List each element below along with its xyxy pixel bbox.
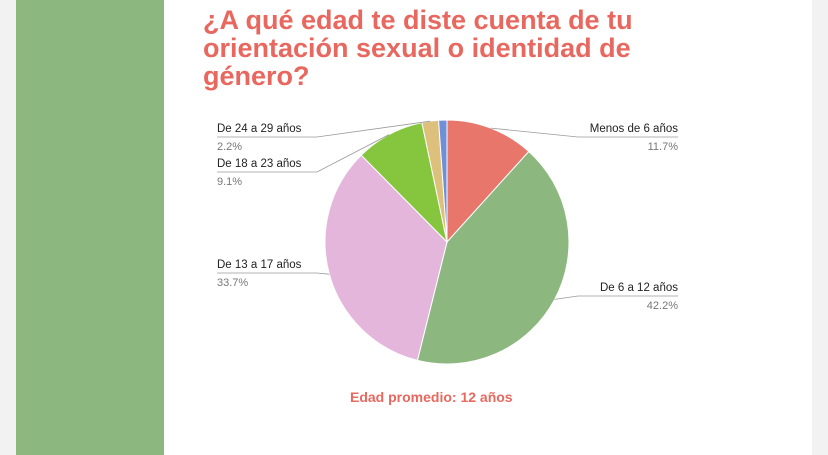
- green-side-band: [16, 0, 164, 455]
- pie-slice: [324, 154, 448, 361]
- slice-label: De 24 a 29 años: [217, 123, 302, 135]
- slice-percent: 2.2%: [217, 141, 242, 153]
- callout-line: [554, 295, 678, 300]
- slide-title: ¿A qué edad te diste cuenta de tu orient…: [203, 5, 633, 91]
- average-age-note: Edad promedio: 12 años: [350, 389, 513, 405]
- slice-percent: 42.2%: [647, 300, 678, 312]
- callout-line: [217, 272, 330, 275]
- callout-line: [217, 120, 431, 138]
- slice-percent: 9.1%: [217, 176, 242, 188]
- callout-line: [217, 134, 390, 173]
- pie-callouts: Menos de 6 años 11.7% De 6 a 12 años 42.2% D…: [217, 120, 679, 312]
- slice-percent: 33.7%: [217, 277, 248, 289]
- slice-label: De 13 a 17 años: [217, 259, 302, 271]
- callout-line: [490, 127, 678, 138]
- slice-label: Menos de 6 años: [590, 123, 678, 135]
- slice-label: De 6 a 12 años: [600, 282, 678, 294]
- pie-slice: [438, 119, 448, 243]
- slice-label: De 18 a 23 años: [217, 158, 302, 170]
- pie-slices: [324, 119, 570, 365]
- slice-percent: 11.7%: [648, 141, 679, 153]
